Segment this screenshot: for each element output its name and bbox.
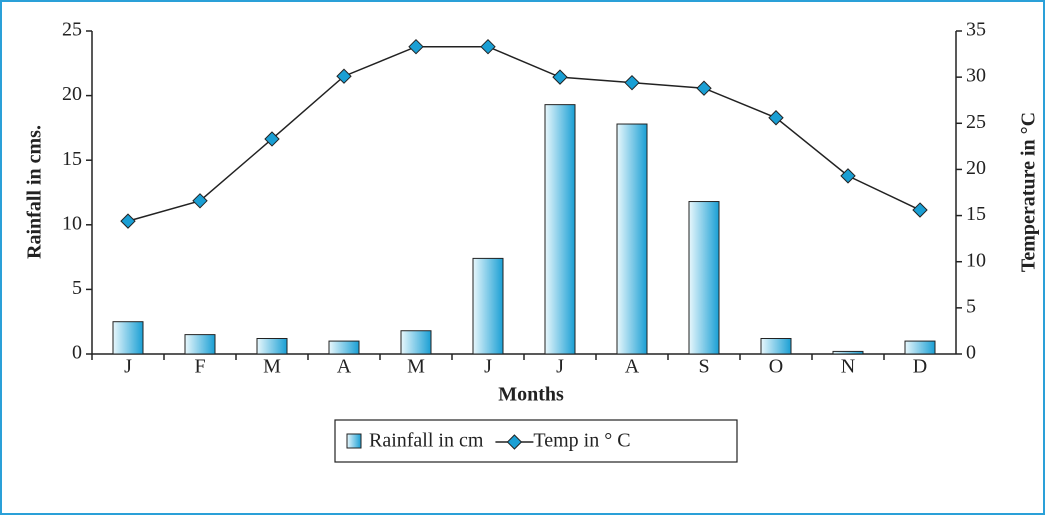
x-tick-label: F [194, 356, 205, 378]
x-tick-label: O [769, 356, 783, 378]
bar [832, 350, 864, 355]
marker [840, 168, 856, 184]
y2-tick-label: 20 [966, 157, 986, 179]
marker [696, 80, 712, 96]
y-axis-title: Rainfall in cms. [24, 125, 46, 259]
marker [408, 38, 424, 55]
x-tick-label: N [841, 356, 855, 378]
bar [760, 337, 792, 355]
y2-tick-label: 5 [966, 295, 976, 317]
bar [112, 321, 144, 355]
x-tick-label: D [913, 356, 927, 378]
y2-tick-label: 25 [966, 111, 986, 133]
y2-tick-label: 35 [966, 19, 986, 41]
marker [624, 74, 640, 91]
y-tick-label: 5 [72, 277, 82, 299]
y2-tick-label: 30 [966, 65, 986, 87]
y-tick-label: 15 [62, 148, 82, 170]
y-tick-label: 10 [62, 212, 82, 234]
line [127, 45, 921, 222]
y-tick-label: 25 [62, 19, 82, 41]
x-tick-label: J [556, 356, 564, 378]
bar [184, 334, 216, 355]
y-tick-label: 20 [62, 83, 82, 105]
y2-tick-label: 10 [966, 249, 986, 271]
bar [616, 123, 648, 355]
legend-label: Rainfall in cm [369, 430, 484, 452]
x-tick-label: J [124, 356, 132, 378]
bar [472, 257, 504, 355]
y2-axis-title: Temperature in °C [1018, 112, 1040, 272]
legend-label: Temp in ° C [533, 430, 630, 452]
x-tick-label: M [407, 356, 425, 378]
y2-tick-label: 15 [966, 203, 986, 225]
x-tick-label: J [484, 356, 492, 378]
marker [480, 38, 496, 55]
bar [256, 337, 288, 355]
bar [544, 104, 576, 355]
x-tick-label: A [337, 356, 352, 378]
legend-box [334, 419, 738, 463]
y-tick-label: 0 [72, 342, 82, 364]
x-tick-label: M [263, 356, 281, 378]
marker [336, 68, 352, 84]
legend-swatch [346, 433, 362, 449]
bar [328, 340, 360, 355]
bar [688, 201, 720, 355]
x-tick-label: S [698, 356, 709, 378]
marker [768, 110, 784, 126]
marker [264, 131, 280, 147]
legend-marker [506, 434, 523, 450]
y2-tick-label: 0 [966, 342, 976, 364]
marker [552, 69, 568, 85]
marker [120, 213, 136, 229]
bar [904, 340, 936, 355]
x-axis-title: Months [498, 384, 564, 406]
x-tick-label: A [625, 356, 640, 378]
bar [400, 330, 432, 355]
marker [192, 193, 208, 209]
marker [912, 202, 928, 218]
